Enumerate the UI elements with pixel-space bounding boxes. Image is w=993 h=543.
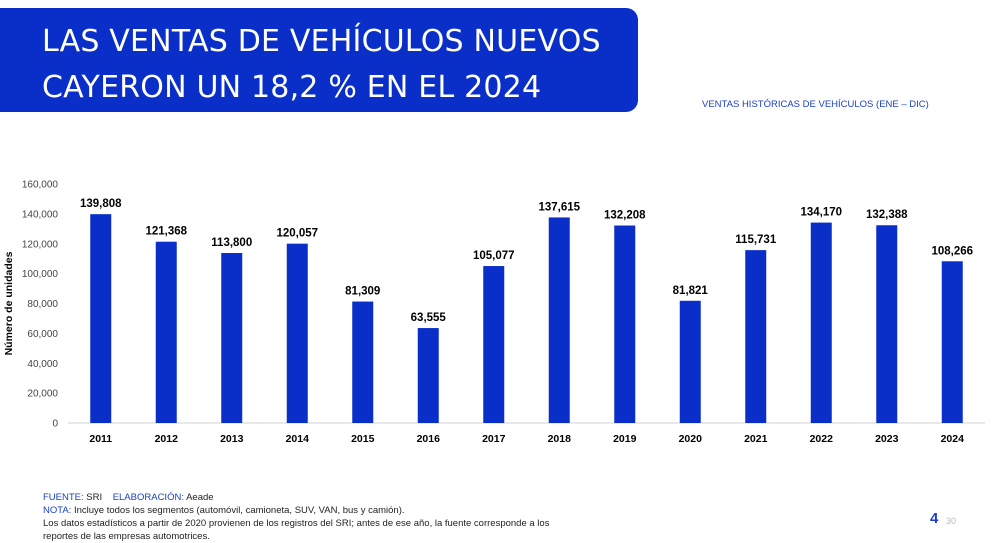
y-tick-label: 80,000: [27, 299, 58, 310]
data-label: 120,057: [276, 228, 318, 240]
data-label: 132,388: [866, 209, 908, 221]
note-line-3: reportes de las empresas automotrices.: [43, 531, 210, 542]
bar-2014: [286, 243, 308, 423]
footer-notes: FUENTE: SRI ELABORACIÓN: Aeade NOTA: Inc…: [43, 491, 613, 543]
bar-2011: [90, 214, 112, 423]
bar-chart: Número de unidades 0 20,000 40,000 60,000 80,…: [3, 180, 985, 445]
x-tick-label: 2015: [351, 433, 375, 445]
bar-2019: [614, 225, 636, 423]
y-tick-label: 120,000: [22, 239, 59, 250]
bar-2018: [548, 217, 570, 423]
bar-2016: [417, 328, 439, 423]
bar-2023: [876, 225, 898, 423]
y-tick-label: 0: [52, 419, 58, 430]
data-label: 63,555: [411, 312, 447, 324]
bar-2024: [941, 261, 963, 423]
data-label: 137,615: [538, 201, 580, 213]
page-total: 30: [946, 516, 957, 526]
elaboration-label: ELABORACIÓN:: [112, 492, 184, 503]
y-tick-label: 140,000: [22, 209, 59, 220]
y-tick-label: 40,000: [27, 359, 58, 370]
data-label: 132,208: [604, 210, 646, 222]
data-label: 113,800: [211, 237, 252, 249]
data-label: 105,077: [473, 250, 515, 262]
x-tick-label: 2019: [613, 433, 637, 445]
x-tick-label: 2021: [744, 433, 768, 445]
y-tick-label: 60,000: [27, 329, 58, 340]
x-tick-label: 2014: [286, 433, 310, 445]
x-tick-label: 2016: [417, 433, 441, 445]
bar-2012: [155, 241, 177, 423]
y-tick-label: 20,000: [27, 389, 58, 400]
y-tick-label: 160,000: [22, 180, 59, 191]
x-tick-label: 2023: [875, 433, 899, 445]
bar-2021: [745, 250, 767, 423]
x-tick-label: 2012: [155, 433, 179, 445]
data-label: 134,170: [800, 207, 842, 219]
data-label: 81,821: [673, 285, 709, 297]
bar-2013: [221, 253, 243, 423]
data-label: 139,808: [80, 198, 122, 210]
x-tick-label: 2022: [810, 433, 834, 445]
bar-2015: [352, 301, 374, 423]
note-line-2: Los datos estadísticos a partir de 2020 …: [43, 518, 550, 529]
elaboration-value: Aeade: [186, 492, 214, 503]
bar-2022: [810, 222, 832, 423]
x-tick-label: 2020: [679, 433, 703, 445]
bar-2017: [483, 266, 505, 423]
data-label: 108,266: [931, 245, 973, 257]
x-tick-label: 2013: [220, 433, 244, 445]
y-tick-label: 100,000: [22, 269, 59, 280]
x-tick-label: 2024: [941, 433, 965, 445]
x-tick-label: 2018: [548, 433, 572, 445]
x-tick-label: 2017: [482, 433, 506, 445]
note-text: Incluye todos los segmentos (automóvil, …: [73, 505, 405, 516]
y-axis-title: Número de unidades: [3, 251, 15, 355]
page-title-line-2: CAYERON UN 18,2 % EN EL 2024: [42, 70, 542, 105]
data-label: 115,731: [735, 234, 777, 246]
source-value: SRI: [86, 492, 103, 503]
data-label: 121,368: [145, 226, 187, 238]
page-number: 4: [930, 510, 939, 527]
source-label: FUENTE:: [43, 492, 84, 503]
page-title-line-1: LAS VENTAS DE VEHÍCULOS NUEVOS: [42, 24, 601, 59]
bar-2020: [679, 300, 701, 423]
x-tick-label: 2011: [89, 433, 112, 445]
note-label: NOTA:: [43, 505, 72, 516]
title-banner: LAS VENTAS DE VEHÍCULOS NUEVOS CAYERON U…: [0, 8, 638, 112]
data-label: 81,309: [345, 286, 380, 298]
chart-subtitle: VENTAS HISTÓRICAS DE VEHÍCULOS (ENE – DI…: [702, 99, 929, 110]
